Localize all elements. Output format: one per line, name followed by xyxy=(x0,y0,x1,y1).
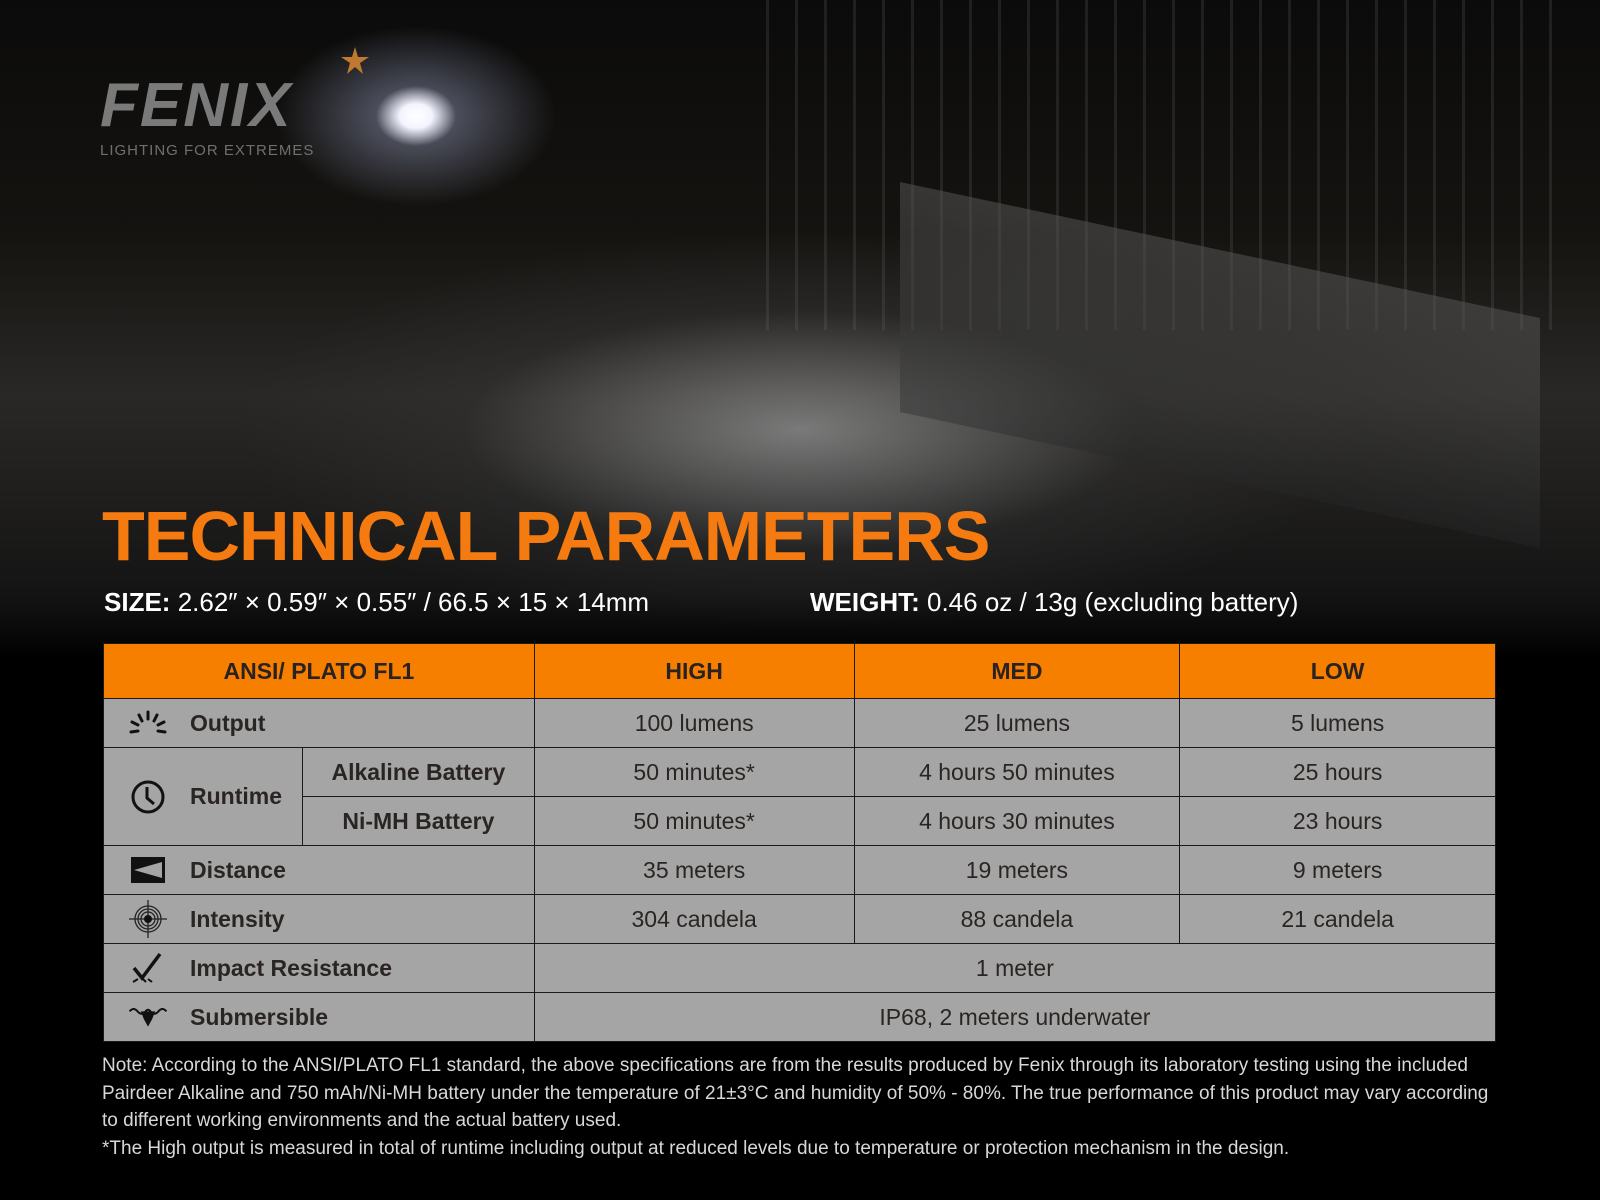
table-row-runtime-alkaline: Runtime Alkaline Battery 50 minutes* 4 h… xyxy=(103,747,1496,846)
alkaline-high: 50 minutes* xyxy=(533,747,855,797)
star-icon xyxy=(341,47,369,74)
table-row-impact: Impact Resistance 1 meter xyxy=(103,943,1497,993)
alkaline-low: 25 hours xyxy=(1179,747,1496,797)
weight-value: 0.46 oz / 13g (excluding battery) xyxy=(927,587,1299,617)
logo-tagline: LIGHTING FOR EXTREMES xyxy=(100,142,315,159)
light-burst-icon xyxy=(128,707,168,739)
table-row-output: Output 100 lumens 25 lumens 5 lumens xyxy=(103,698,1496,748)
intensity-high: 304 candela xyxy=(533,894,855,944)
sub-label-nimh: Ni-MH Battery xyxy=(301,796,535,846)
notes: Note: According to the ANSI/PLATO FL1 st… xyxy=(102,1052,1502,1162)
size-label: SIZE: xyxy=(104,587,171,617)
table-row-submersible: Submersible IP68, 2 meters underwater xyxy=(103,992,1497,1042)
target-icon xyxy=(128,900,168,938)
header-low: LOW xyxy=(1179,643,1496,699)
row-label-output: Output xyxy=(190,709,266,736)
clock-icon xyxy=(128,780,168,813)
impact-icon xyxy=(128,952,168,984)
note-standard: Note: According to the ANSI/PLATO FL1 st… xyxy=(102,1055,1489,1131)
weight-label: WEIGHT: xyxy=(810,587,920,617)
row-label-runtime: Runtime xyxy=(190,783,282,809)
output-low: 5 lumens xyxy=(1179,698,1496,748)
nimh-med: 4 hours 30 minutes xyxy=(853,796,1181,846)
nimh-low: 23 hours xyxy=(1179,796,1496,846)
note-high-output: *The High output is measured in total of… xyxy=(102,1137,1290,1159)
output-high: 100 lumens xyxy=(533,698,855,748)
alkaline-med: 4 hours 50 minutes xyxy=(853,747,1181,797)
row-label-submersible: Submersible xyxy=(190,1003,329,1030)
weight-spec: WEIGHT: 0.46 oz / 13g (excluding battery… xyxy=(810,587,1298,618)
header-high: HIGH xyxy=(533,643,855,699)
logo-wordmark: FENIX xyxy=(100,71,293,140)
row-label-impact: Impact Resistance xyxy=(190,954,392,981)
nimh-high: 50 minutes* xyxy=(533,796,855,846)
header-med: MED xyxy=(853,643,1181,699)
page-title: TECHNICAL PARAMETERS xyxy=(102,497,990,575)
impact-value: 1 meter xyxy=(533,943,1497,993)
output-med: 25 lumens xyxy=(853,698,1181,748)
row-label-distance: Distance xyxy=(190,856,286,883)
distance-low: 9 meters xyxy=(1179,845,1496,895)
fenix-logo: FENIX LIGHTING FOR EXTREMES xyxy=(100,47,369,160)
submersible-value: IP68, 2 meters underwater xyxy=(533,992,1497,1042)
spec-table: ANSI/ PLATO FL1 HIGH MED LOW Output 100 … xyxy=(103,643,1497,1042)
water-icon xyxy=(128,1001,168,1033)
intensity-low: 21 candela xyxy=(1179,894,1496,944)
table-row-runtime-nimh: Ni-MH Battery 50 minutes* 4 hours 30 min… xyxy=(104,796,1496,846)
table-header-row: ANSI/ PLATO FL1 HIGH MED LOW xyxy=(103,643,1496,699)
distance-high: 35 meters xyxy=(533,845,855,895)
table-row-distance: Distance 35 meters 19 meters 9 meters xyxy=(103,845,1496,895)
intensity-med: 88 candela xyxy=(853,894,1181,944)
header-standard: ANSI/ PLATO FL1 xyxy=(103,643,535,699)
sub-label-alkaline: Alkaline Battery xyxy=(301,747,535,797)
size-value: 2.62″ × 0.59″ × 0.55″ / 66.5 × 15 × 14mm xyxy=(177,587,650,617)
beam-distance-icon xyxy=(128,854,168,886)
distance-med: 19 meters xyxy=(853,845,1181,895)
size-spec: SIZE: 2.62″ × 0.59″ × 0.55″ / 66.5 × 15 … xyxy=(104,587,649,618)
row-label-intensity: Intensity xyxy=(190,905,285,932)
table-row-intensity: Intensity 304 candela 88 candela 21 cand… xyxy=(103,894,1496,944)
